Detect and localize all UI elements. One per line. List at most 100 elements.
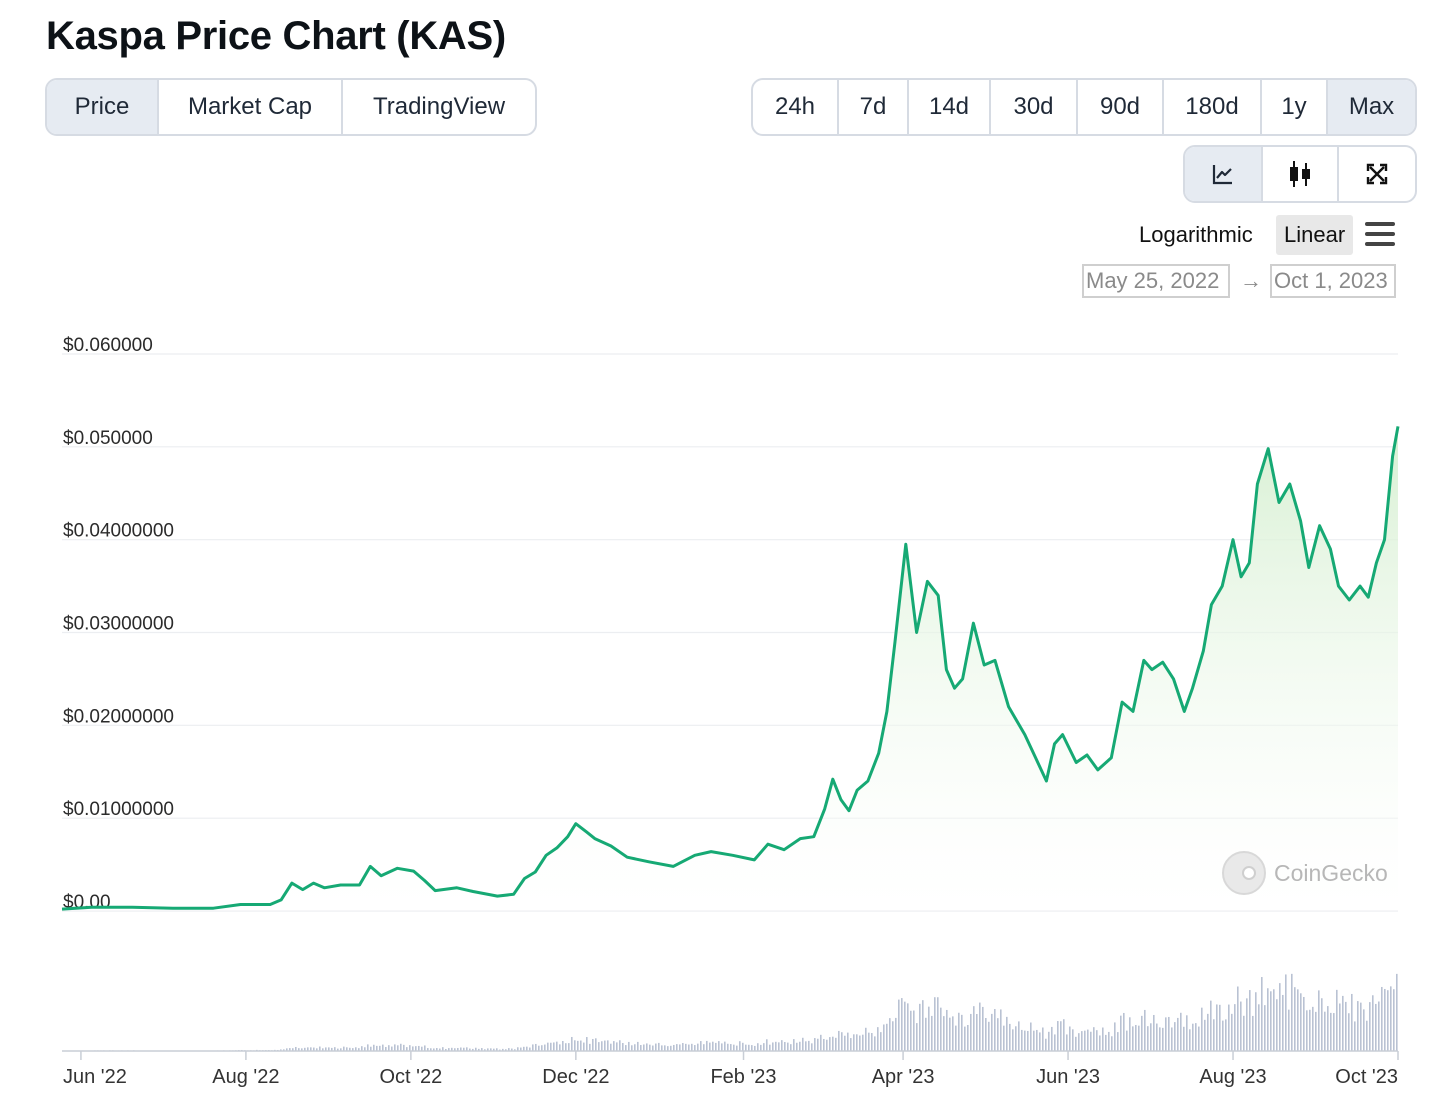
x-tick-label: Jun '22 — [63, 1066, 127, 1088]
volume-bar — [1396, 973, 1398, 1051]
volume-bar — [1369, 1002, 1371, 1051]
volume-bar — [451, 1047, 453, 1051]
volume-bar — [958, 1012, 960, 1051]
line-chart-button[interactable] — [1185, 147, 1263, 201]
volume-bar — [862, 1034, 864, 1051]
volume-bar — [1234, 1004, 1236, 1051]
volume-bar — [763, 1043, 765, 1051]
volume-bar — [697, 1043, 699, 1051]
volume-bar — [1270, 991, 1272, 1051]
volume-bar — [532, 1044, 534, 1051]
volume-bar — [685, 1043, 687, 1051]
volume-bar — [1336, 989, 1338, 1051]
volume-bar — [1090, 1031, 1092, 1051]
volume-bar — [1240, 1001, 1242, 1051]
volume-bar — [484, 1049, 486, 1051]
volume-bar — [1054, 1034, 1056, 1051]
volume-bar — [679, 1044, 681, 1051]
volume-bar — [1264, 1005, 1266, 1051]
volume-bar — [1129, 1017, 1131, 1051]
fullscreen-button[interactable] — [1339, 147, 1415, 201]
volume-bar — [1360, 1002, 1362, 1051]
volume-bar — [820, 1034, 822, 1051]
volume-bar — [505, 1049, 507, 1051]
range-14d[interactable]: 14d — [909, 80, 991, 134]
volume-bar — [322, 1048, 324, 1051]
date-to-input[interactable]: Oct 1, 2023 — [1270, 264, 1396, 298]
volume-bar — [976, 1014, 978, 1051]
volume-bar — [1381, 986, 1383, 1051]
volume-bar — [544, 1044, 546, 1051]
volume-bar — [1345, 1001, 1347, 1051]
volume-bar — [1150, 1023, 1152, 1051]
price-area-fill — [62, 426, 1398, 911]
volume-bar — [400, 1043, 402, 1051]
tab-market-cap[interactable]: Market Cap — [159, 80, 343, 134]
range-24h[interactable]: 24h — [753, 80, 839, 134]
range-1y[interactable]: 1y — [1262, 80, 1328, 134]
candlestick-button[interactable] — [1263, 147, 1339, 201]
range-180d[interactable]: 180d — [1164, 80, 1262, 134]
volume-bar — [469, 1048, 471, 1051]
tab-price[interactable]: Price — [47, 80, 159, 134]
range-7d[interactable]: 7d — [839, 80, 909, 134]
range-max[interactable]: Max — [1328, 80, 1415, 134]
volume-bar — [538, 1045, 540, 1051]
volume-bar — [919, 1003, 921, 1051]
volume-bar — [937, 997, 939, 1051]
volume-bar — [1321, 998, 1323, 1051]
volume-bar — [511, 1048, 513, 1051]
volume-bar — [520, 1047, 522, 1051]
volume-bar — [1018, 1021, 1020, 1051]
volume-bar — [700, 1041, 702, 1051]
date-range-arrow: → — [1240, 268, 1262, 293]
range-30d[interactable]: 30d — [991, 80, 1078, 134]
date-from-input[interactable]: May 25, 2022 — [1082, 264, 1230, 298]
volume-bar — [1156, 1023, 1158, 1051]
scale-linear[interactable]: Linear — [1276, 215, 1354, 255]
volume-bar — [355, 1047, 357, 1051]
volume-bar — [1357, 1001, 1359, 1051]
volume-bar — [1243, 1015, 1245, 1051]
volume-bar — [1228, 1004, 1230, 1051]
volume-bar — [1288, 1009, 1290, 1051]
volume-bar — [1297, 989, 1299, 1051]
volume-bar — [415, 1046, 417, 1051]
scale-logarithmic[interactable]: Logarithmic — [1139, 222, 1253, 247]
volume-bar — [784, 1041, 786, 1051]
volume-bar — [385, 1046, 387, 1051]
volume-bar — [1030, 1022, 1032, 1051]
volume-bar — [517, 1047, 519, 1051]
volume-bar — [886, 1023, 888, 1051]
volume-bar — [304, 1047, 306, 1051]
volume-bar — [769, 1044, 771, 1051]
volume-bar — [634, 1044, 636, 1051]
volume-bar — [1015, 1026, 1017, 1051]
volume-bar — [418, 1045, 420, 1051]
volume-bar — [1285, 974, 1287, 1051]
volume-bar — [1165, 1017, 1167, 1051]
volume-bar — [1141, 1015, 1143, 1051]
volume-bar — [1213, 1019, 1215, 1051]
tab-tradingview[interactable]: TradingView — [372, 93, 506, 120]
volume-bar — [724, 1041, 726, 1051]
line-chart-icon — [1212, 165, 1232, 185]
volume-bar — [913, 1010, 915, 1051]
volume-bar — [1384, 988, 1386, 1051]
volume-bar — [1237, 986, 1239, 1051]
volume-bar — [1159, 1027, 1161, 1051]
volume-bar — [331, 1047, 333, 1051]
price-line[interactable] — [61, 426, 1400, 911]
volume-bar — [1327, 1006, 1329, 1051]
volume-bar — [979, 1002, 981, 1051]
volume-bar — [670, 1045, 672, 1051]
volume-bar — [1075, 1036, 1077, 1051]
volume-bar — [649, 1044, 651, 1051]
volume-bar — [325, 1047, 327, 1051]
range-90d[interactable]: 90d — [1078, 80, 1164, 134]
menu-icon[interactable] — [1364, 220, 1396, 248]
volume-bar — [730, 1044, 732, 1051]
volume-bar — [1114, 1022, 1116, 1051]
candlestick-icon — [1290, 161, 1310, 187]
